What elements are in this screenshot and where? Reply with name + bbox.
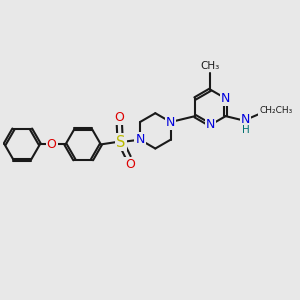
Text: CH₂CH₃: CH₂CH₃ [259,106,292,115]
Text: N: N [135,133,145,146]
Text: N: N [206,118,215,131]
Text: N: N [221,92,230,105]
Text: N: N [166,116,175,128]
Text: H: H [242,125,249,135]
Text: O: O [115,111,124,124]
Text: O: O [125,158,135,171]
Text: CH₃: CH₃ [201,61,220,71]
Text: O: O [47,138,57,151]
Text: S: S [116,134,126,149]
Text: N: N [241,113,250,127]
